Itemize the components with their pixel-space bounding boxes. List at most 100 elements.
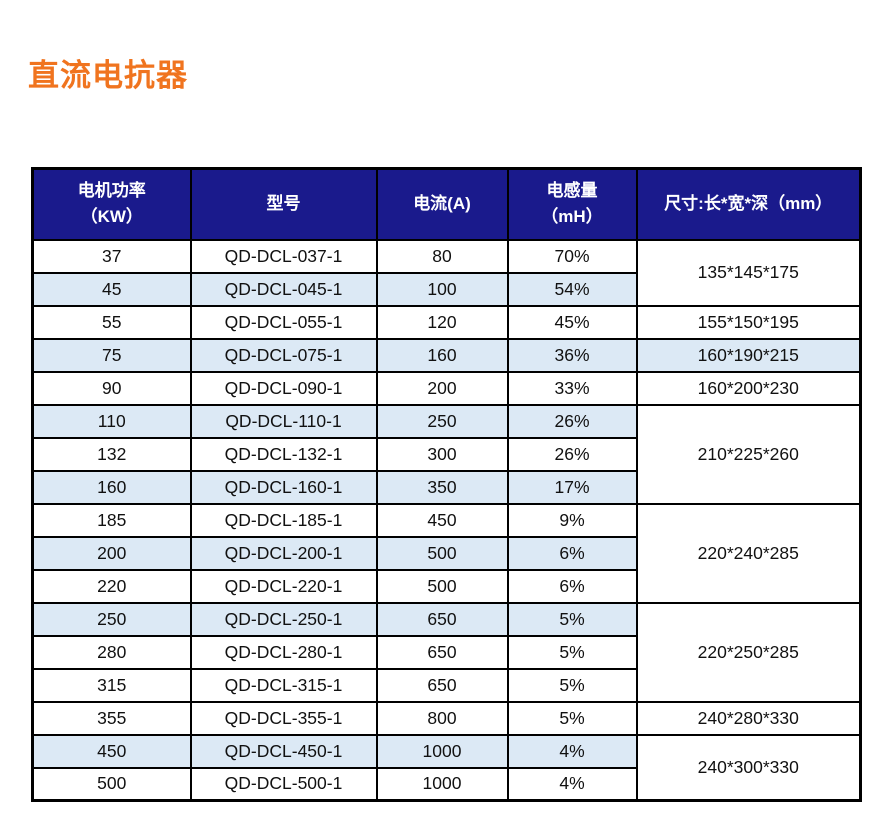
- cell-model: QD-DCL-160-1: [189, 469, 378, 505]
- cell-inductance: 5%: [506, 634, 638, 670]
- cell-power: 450: [31, 733, 192, 769]
- cell-dimensions: 155*150*195: [635, 304, 862, 340]
- table-row: 185 QD-DCL-185-1 450 9% 220*240*285: [31, 502, 862, 604]
- table-row: 55 QD-DCL-055-1 120 45% 155*150*195: [31, 304, 862, 340]
- cell-inductance: 6%: [506, 568, 638, 604]
- cell-current: 250: [375, 403, 509, 439]
- table-row: 315 QD-DCL-315-1 650 5%: [31, 667, 861, 703]
- cell-dimensions: 160*190*215: [635, 337, 862, 373]
- table-row: 75 QD-DCL-075-1 160 36% 160*190*215: [31, 337, 862, 373]
- col-header-current: 电流(A): [375, 167, 509, 241]
- table-row: 450 QD-DCL-450-1 1000 4% 240*300*330: [31, 733, 862, 802]
- cell-power: 90: [31, 370, 192, 406]
- cell-current: 120: [375, 304, 509, 340]
- cell-inductance: 26%: [506, 436, 638, 472]
- cell-current: 350: [375, 469, 509, 505]
- cell-dimensions: 160*200*230: [635, 370, 862, 406]
- cell-current: 650: [375, 601, 509, 637]
- table-row: 37 QD-DCL-037-1 80 70% 135*145*175: [31, 238, 862, 307]
- cell-current: 200: [375, 370, 509, 406]
- cell-model: QD-DCL-315-1: [189, 667, 378, 703]
- cell-dimensions: 210*225*260: [635, 403, 862, 505]
- col-header-motor-power: 电机功率 （KW）: [31, 167, 192, 241]
- col-header-inductance-line2: （mH）: [541, 207, 603, 227]
- table-row: 200 QD-DCL-200-1 500 6%: [31, 535, 861, 571]
- cell-dimensions: 240*300*330: [635, 733, 862, 802]
- table-row: 220 QD-DCL-220-1 500 6%: [31, 568, 861, 604]
- cell-model: QD-DCL-055-1: [189, 304, 378, 340]
- col-header-current-line1: 电流(A): [413, 194, 471, 214]
- cell-current: 1000: [375, 733, 509, 769]
- table-row: 500 QD-DCL-500-1 1000 4%: [31, 766, 861, 802]
- cell-power: 220: [31, 568, 192, 604]
- table-row: 110 QD-DCL-110-1 250 26% 210*225*260: [31, 403, 862, 505]
- cell-model: QD-DCL-090-1: [189, 370, 378, 406]
- cell-power: 185: [31, 502, 192, 538]
- page-title: 直流电抗器: [28, 58, 188, 93]
- col-header-model: 型号: [189, 167, 378, 241]
- col-header-inductance-line1: 电感量: [546, 180, 598, 200]
- col-header-motor-power-line1: 电机功率: [77, 180, 146, 200]
- cell-inductance: 5%: [506, 700, 638, 736]
- cell-current: 650: [375, 667, 509, 703]
- cell-current: 300: [375, 436, 509, 472]
- table-row: 90 QD-DCL-090-1 200 33% 160*200*230: [31, 370, 862, 406]
- cell-power: 160: [31, 469, 192, 505]
- table-row: 280 QD-DCL-280-1 650 5%: [31, 634, 861, 670]
- cell-power: 200: [31, 535, 192, 571]
- cell-model: QD-DCL-075-1: [189, 337, 378, 373]
- col-header-dimensions-line1: 尺寸:长*宽*深（mm）: [664, 194, 833, 214]
- cell-dimensions: 240*280*330: [635, 700, 862, 736]
- table-row: 132 QD-DCL-132-1 300 26%: [31, 436, 861, 472]
- cell-inductance: 5%: [506, 667, 638, 703]
- col-header-dimensions: 尺寸:长*宽*深（mm）: [635, 167, 862, 241]
- cell-current: 500: [375, 568, 509, 604]
- table-row: 45 QD-DCL-045-1 100 54%: [31, 271, 861, 307]
- cell-current: 500: [375, 535, 509, 571]
- cell-current: 100: [375, 271, 509, 307]
- cell-dimensions: 220*250*285: [635, 601, 862, 703]
- table-row: 160 QD-DCL-160-1 350 17%: [31, 469, 861, 505]
- cell-power: 45: [31, 271, 192, 307]
- col-header-model-line1: 型号: [266, 194, 301, 214]
- cell-inductance: 17%: [506, 469, 638, 505]
- cell-model: QD-DCL-500-1: [189, 766, 378, 802]
- cell-model: QD-DCL-280-1: [189, 634, 378, 670]
- cell-inductance: 33%: [506, 370, 638, 406]
- cell-power: 132: [31, 436, 192, 472]
- cell-model: QD-DCL-037-1: [189, 238, 378, 274]
- cell-inductance: 54%: [506, 271, 638, 307]
- cell-inductance: 4%: [506, 766, 638, 802]
- table-header-row: 电机功率 （KW） 型号 电流(A) 电感量 （mH） 尺寸:长*宽*深（mm）: [31, 167, 862, 241]
- col-header-inductance: 电感量 （mH）: [506, 167, 638, 241]
- col-header-motor-power-line2: （KW）: [80, 207, 143, 227]
- cell-power: 250: [31, 601, 192, 637]
- cell-current: 1000: [375, 766, 509, 802]
- cell-power: 315: [31, 667, 192, 703]
- cell-inductance: 6%: [506, 535, 638, 571]
- cell-dimensions: 135*145*175: [635, 238, 862, 307]
- dc-reactor-spec-table: 电机功率 （KW） 型号 电流(A) 电感量 （mH） 尺寸:长*宽*深（mm）…: [31, 167, 862, 802]
- cell-power: 75: [31, 337, 192, 373]
- cell-dimensions: 220*240*285: [635, 502, 862, 604]
- cell-model: QD-DCL-355-1: [189, 700, 378, 736]
- cell-model: QD-DCL-045-1: [189, 271, 378, 307]
- cell-power: 500: [31, 766, 192, 802]
- cell-current: 450: [375, 502, 509, 538]
- cell-inductance: 36%: [506, 337, 638, 373]
- cell-model: QD-DCL-250-1: [189, 601, 378, 637]
- cell-model: QD-DCL-450-1: [189, 733, 378, 769]
- table-row: 250 QD-DCL-250-1 650 5% 220*250*285: [31, 601, 862, 703]
- cell-current: 650: [375, 634, 509, 670]
- cell-power: 110: [31, 403, 192, 439]
- cell-current: 160: [375, 337, 509, 373]
- cell-power: 280: [31, 634, 192, 670]
- cell-inductance: 45%: [506, 304, 638, 340]
- cell-inductance: 26%: [506, 403, 638, 439]
- cell-current: 800: [375, 700, 509, 736]
- cell-model: QD-DCL-185-1: [189, 502, 378, 538]
- cell-power: 55: [31, 304, 192, 340]
- cell-power: 37: [31, 238, 192, 274]
- cell-current: 80: [375, 238, 509, 274]
